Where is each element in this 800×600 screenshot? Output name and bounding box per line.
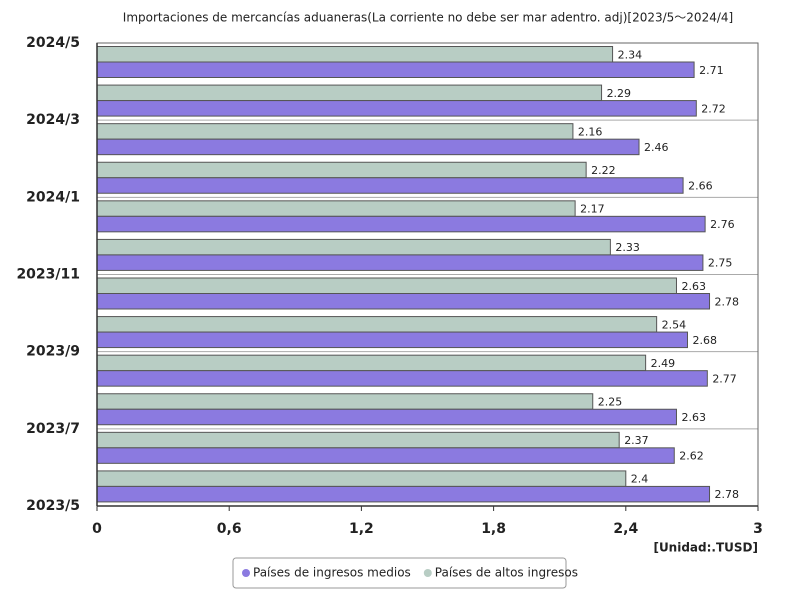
bar [96,161,587,179]
bar [96,238,611,256]
value-label: 2.78 [715,488,740,501]
value-label: 2.62 [679,450,704,463]
value-label: 2.54 [662,318,687,331]
value-label: 2.63 [681,411,706,424]
bar [96,316,658,333]
value-label-bg [603,86,638,100]
value-label-bg [707,217,742,231]
legend-marker [423,569,432,577]
bar [96,200,576,217]
value-label: 2.16 [578,125,603,138]
legend-box [232,557,567,589]
value-label: 2.71 [699,64,724,77]
value-label: 2.22 [591,164,616,177]
legend-marker [242,569,250,577]
legend-label: Países de altos ingresos [435,566,578,580]
value-label-bg [574,124,609,139]
y-tick-label: 2024/5 [26,35,80,51]
bar [96,447,675,464]
value-label: 2.4 [631,473,649,486]
value-label-bg [711,294,746,308]
value-label: 2.46 [644,141,669,154]
bar [96,100,697,117]
bar [96,293,711,310]
bar [96,354,647,372]
bar [96,393,594,410]
value-label-bg [641,140,676,154]
value-label-bg [704,255,739,270]
y-tick-label: 2023/11 [16,267,80,283]
bar [96,331,688,349]
bar [96,177,684,194]
value-label-bg [685,178,720,193]
chart-title: Importaciones de mercancías aduaneras(La… [123,11,733,25]
bar [96,84,603,102]
value-label-bg [658,317,693,332]
value-label: 2.75 [708,257,733,270]
bar [96,408,677,426]
x-tick-label: 3 [753,521,763,537]
value-label-bg [594,394,629,409]
value-label-bg [676,448,711,463]
value-label-bg [698,101,733,116]
bar [96,277,677,294]
value-label-bg [709,371,744,386]
y-tick-label: 2024/1 [26,189,80,205]
bar [96,254,704,271]
value-label-bg [577,201,612,216]
value-label: 2.49 [651,357,676,370]
value-label: 2.72 [701,102,726,115]
value-label: 2.33 [615,241,640,254]
value-label-bg [614,47,649,61]
x-tick-label: 1,2 [349,521,374,537]
value-label: 2.78 [715,295,740,308]
bar [96,485,711,503]
value-label: 2.17 [580,203,605,216]
bar [96,138,640,156]
value-label: 2.68 [692,334,717,347]
bar [96,370,708,387]
bar [96,470,627,487]
y-tick-label: 2023/5 [26,498,80,514]
value-label-bg [647,356,682,370]
value-label-bg [689,333,724,347]
x-tick-label: 0 [92,521,102,537]
value-label-bg [696,63,731,77]
value-label-bg [627,471,655,486]
value-label: 2.25 [598,396,623,409]
legend-label: Países de ingresos medios [253,566,411,580]
unit-label: [Unidad:.TUSD] [653,541,758,555]
value-label: 2.77 [712,372,737,385]
value-label-bg [711,487,746,501]
value-label-bg [621,433,656,447]
bar [96,46,614,63]
value-label: 2.34 [618,48,643,61]
value-label-bg [678,279,713,293]
y-tick-label: 2024/3 [26,112,80,128]
value-label-bg [588,163,623,177]
x-tick-label: 0,6 [217,521,242,537]
bar [96,61,695,78]
y-tick-label: 2023/7 [26,421,80,437]
x-tick-label: 2,4 [613,521,638,537]
bar [96,431,620,449]
value-label-bg [612,240,647,254]
value-label: 2.63 [681,280,706,293]
bar [96,215,706,233]
y-tick-label: 2023/9 [26,344,80,360]
x-tick-label: 1,8 [481,521,506,537]
value-label: 2.66 [688,180,713,193]
bar [96,123,574,140]
value-label: 2.76 [710,218,735,231]
value-label-bg [678,410,713,424]
value-label: 2.29 [607,87,632,100]
value-label: 2.37 [624,434,649,447]
